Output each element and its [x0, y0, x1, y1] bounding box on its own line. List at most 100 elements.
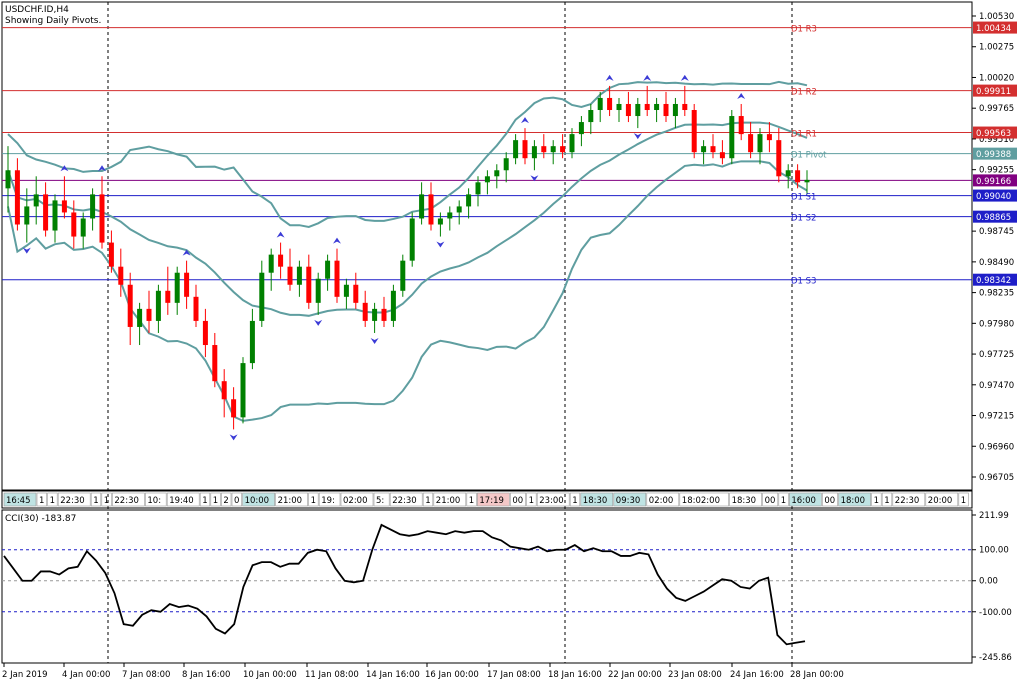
candle-body	[306, 266, 312, 303]
session-label: 19:	[321, 496, 335, 506]
cci-pane[interactable]	[1, 509, 973, 664]
session-label: 1	[311, 496, 316, 506]
price-pane[interactable]	[1, 1, 973, 491]
session-label: 1	[93, 496, 98, 506]
session-box	[822, 492, 838, 507]
candle-body	[287, 266, 293, 285]
candle-body	[33, 194, 39, 207]
price-tag	[973, 147, 1017, 160]
session-box	[231, 492, 242, 507]
session-label: 0	[234, 496, 239, 506]
fractal-down-icon	[229, 434, 238, 441]
session-highlight	[838, 493, 871, 506]
candle-body	[372, 308, 378, 321]
candle-body	[437, 218, 443, 225]
price-tick-label: 0.99765	[979, 104, 1014, 114]
session-box	[145, 492, 167, 507]
cci-indicator: 211.99 100.00 0.00 -100.00 -245.86	[2, 511, 1012, 663]
session-box	[925, 492, 959, 507]
candle-body	[24, 206, 30, 225]
candle-body	[644, 103, 650, 111]
candle-body	[607, 97, 613, 111]
candle-body	[71, 212, 77, 237]
session-highlight	[580, 493, 613, 506]
price-tag-value: 0.98342	[976, 276, 1011, 286]
price-tag-value: 0.99040	[976, 192, 1011, 202]
candle-body	[202, 320, 208, 346]
price-tick-label: 0.96705	[979, 473, 1014, 483]
session-box	[536, 492, 570, 507]
candle-body	[719, 152, 725, 159]
fractal-down-icon	[314, 319, 323, 326]
session-box	[210, 492, 221, 507]
price-tag	[973, 84, 1017, 97]
time-tick-label: 23 Jan 08:00	[668, 670, 722, 680]
candle-body	[484, 176, 490, 183]
fractal-down-icon	[22, 247, 31, 254]
fractal-up-icon	[60, 165, 69, 172]
cci-tick-label: -245.86	[979, 653, 1012, 663]
session-box	[613, 492, 647, 507]
candle-body	[513, 140, 519, 159]
fractal-down-icon	[370, 337, 379, 344]
price-tick-label: 0.99255	[979, 166, 1014, 176]
candle-body	[748, 134, 754, 153]
session-box	[881, 492, 893, 507]
session-box	[729, 492, 762, 507]
price-tick-label: 0.96960	[979, 442, 1014, 452]
session-box	[762, 492, 779, 507]
session-label: 18:30	[732, 496, 757, 506]
candle-body	[381, 308, 387, 321]
candle-body	[663, 103, 669, 117]
session-highlight	[242, 493, 275, 506]
candle-body	[80, 218, 86, 237]
pivot-name: D1 R1	[791, 130, 817, 140]
session-box	[526, 492, 537, 507]
candle-body	[428, 194, 434, 225]
fractal-up-icon	[605, 74, 614, 81]
session-label: 18:00	[841, 496, 866, 506]
candle-body	[597, 97, 603, 111]
candle-body	[193, 296, 199, 321]
pivot-labels: D1 R3 1.00434 D1 R2 0.99911 D1 R1 0.99563 D1 P…	[791, 21, 1017, 287]
candle-body	[616, 103, 622, 111]
candle-body	[334, 260, 340, 297]
candle-body	[625, 103, 631, 117]
session-highlight	[613, 493, 646, 506]
time-tick-label: 28 Jan 00:00	[790, 670, 844, 680]
session-label: 00	[824, 496, 835, 506]
session-box	[466, 492, 477, 507]
session-label: 5:	[376, 496, 384, 506]
fractal-up-icon	[276, 231, 285, 238]
candle-body	[315, 278, 321, 303]
session-label: 1	[202, 496, 207, 506]
cci-tick-label: 211.99	[979, 511, 1009, 521]
candle-body	[325, 260, 331, 279]
session-box	[90, 492, 102, 507]
candle-body	[90, 194, 96, 219]
pivot-name: D1 S3	[791, 277, 816, 287]
time-tick-label: 4 Jan 00:00	[62, 670, 110, 680]
fractal-down-icon	[530, 175, 539, 182]
candle-body	[61, 200, 67, 213]
band-line	[7, 121, 808, 317]
session-label: 1	[572, 496, 577, 506]
session-label: 20:00	[928, 496, 953, 506]
candle-body	[278, 254, 284, 267]
candle-body	[184, 272, 190, 297]
candle-body	[343, 284, 349, 297]
time-tick-label: 22 Jan 00:00	[608, 670, 662, 680]
session-label: 1	[529, 496, 534, 506]
candle-body	[174, 272, 180, 303]
candle-body	[43, 194, 49, 231]
session-box	[308, 492, 319, 507]
price-tag-value: 0.99388	[976, 150, 1011, 160]
session-box	[242, 492, 275, 507]
price-tick-label: 1.00275	[979, 43, 1014, 53]
time-tick-label: 18 Jan 16:00	[548, 670, 602, 680]
session-label: 17:19	[479, 496, 504, 506]
candle-body	[146, 308, 152, 321]
time-tick-label: 16 Jan 00:00	[425, 670, 479, 680]
candlesticks	[5, 85, 810, 430]
